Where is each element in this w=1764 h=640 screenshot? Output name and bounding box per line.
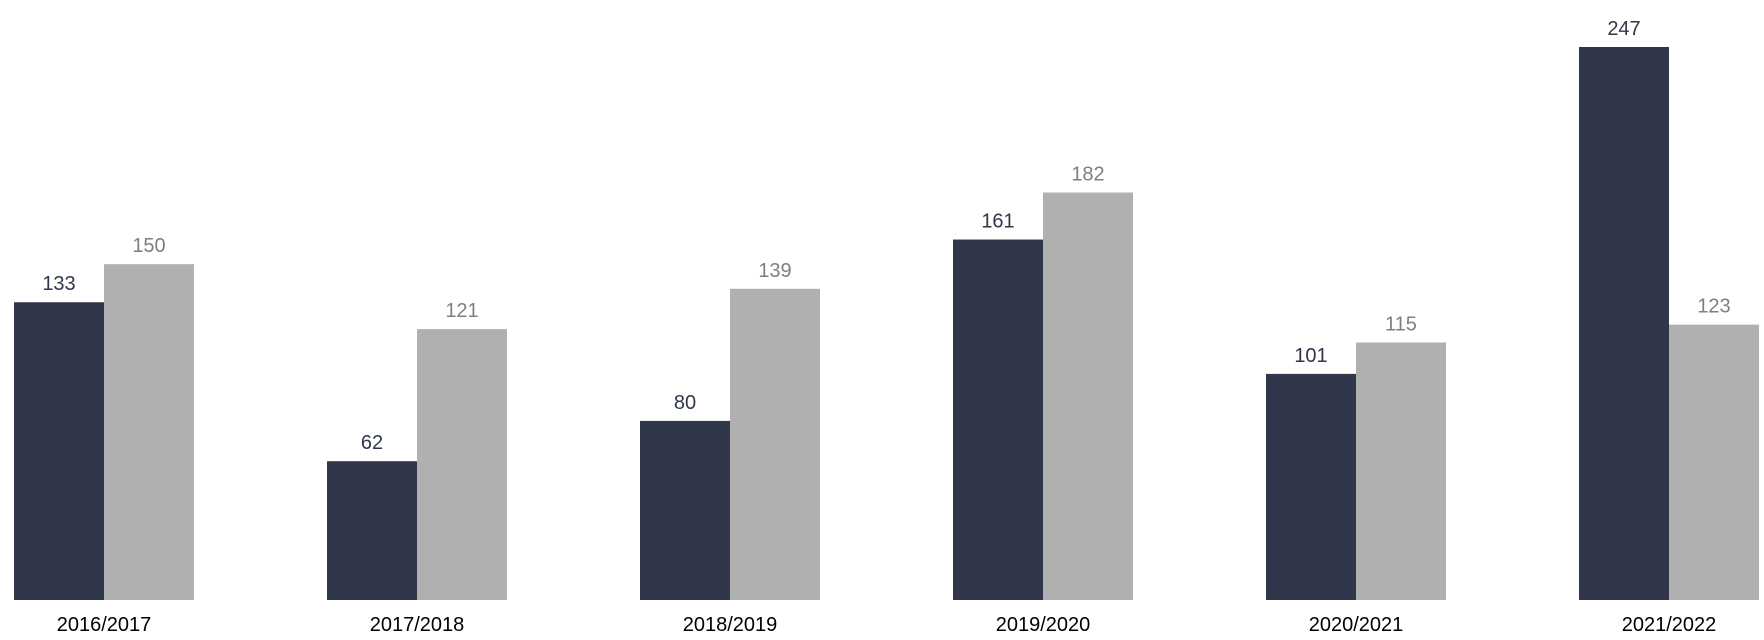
category-label: 2020/2021 [1309,614,1404,636]
value-labels-layer: 133 150 62 121 80 139 161 182 101 115 247 123 [42,18,1730,454]
value-label-series1-2020-2021: 101 [1294,345,1327,367]
value-label-series1-2018-2019: 80 [674,392,696,414]
bar-series2-2020-2021 [1356,342,1446,600]
value-label-series1-2019-2020: 161 [981,211,1014,233]
category-label: 2016/2017 [57,614,152,636]
bar-series2-2018-2019 [730,288,820,600]
bar-series2-2016-2017 [104,264,194,600]
bar-series1-2019-2020 [953,239,1043,600]
value-label-series2-2020-2021: 115 [1385,314,1417,336]
bar-series2-2021-2022 [1669,324,1759,600]
category-label: 2021/2022 [1622,614,1717,636]
value-label-series2-2017-2018: 121 [445,300,478,322]
bar-series1-2016-2017 [14,302,104,600]
bar-series1-2020-2021 [1266,373,1356,600]
value-label-series1-2016-2017: 133 [42,273,75,295]
bar-series2-2017-2018 [417,329,507,600]
bars-layer [14,47,1759,601]
value-label-series2-2019-2020: 182 [1071,164,1104,186]
value-label-series1-2017-2018: 62 [361,432,383,454]
value-label-series2-2018-2019: 139 [758,260,791,282]
value-label-series1-2021-2022: 247 [1607,18,1640,40]
bar-series2-2019-2020 [1043,192,1133,601]
bar-series1-2017-2018 [327,461,417,600]
value-label-series2-2016-2017: 150 [132,235,165,257]
category-labels-layer: 2016/2017 2017/2018 2018/2019 2019/2020 2020… [57,614,1717,636]
bar-series1-2021-2022 [1579,47,1669,600]
bar-series1-2018-2019 [640,420,730,600]
value-label-series2-2021-2022: 123 [1697,296,1730,318]
category-label: 2018/2019 [683,614,778,636]
category-label: 2019/2020 [996,614,1091,636]
category-label: 2017/2018 [370,614,465,636]
